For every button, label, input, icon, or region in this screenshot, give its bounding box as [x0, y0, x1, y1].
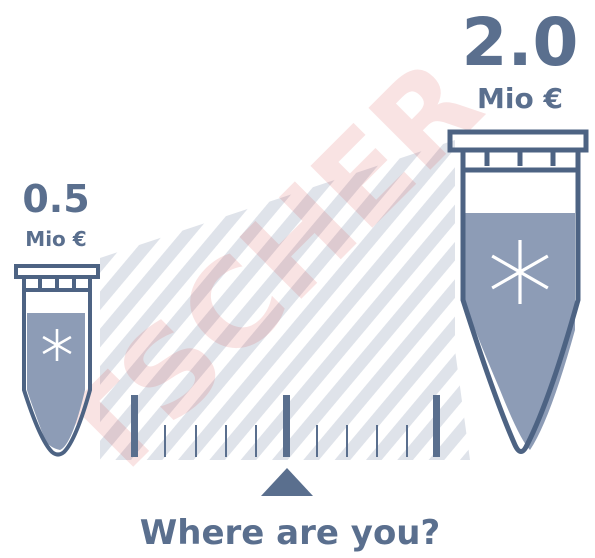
question: Where are you? — [140, 513, 441, 553]
small-tube — [14, 264, 100, 457]
range-area — [100, 140, 470, 460]
left-amount: 0.5 — [22, 177, 89, 221]
large-tube — [447, 129, 589, 454]
right-amount: 2.0 — [462, 4, 579, 81]
right-unit: Mio € — [477, 82, 563, 115]
left-unit: Mio € — [25, 227, 86, 251]
scale — [131, 395, 440, 496]
